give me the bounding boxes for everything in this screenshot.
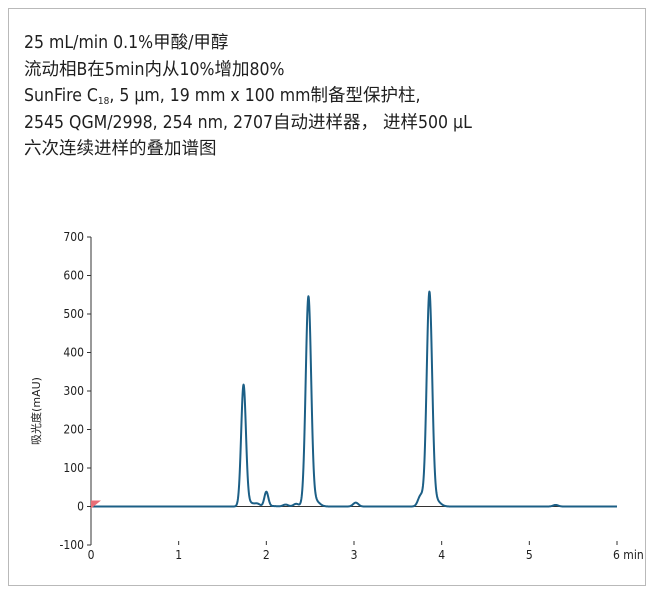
injection-marker-icon: [91, 500, 101, 509]
column-spec: , 5 µm, 19 mm x 100 mm制备型保护柱,: [109, 86, 421, 106]
y-tick-label: -100: [60, 538, 85, 552]
y-tick-label: 600: [63, 269, 84, 283]
x-tick-label: 3: [351, 548, 358, 562]
caption-line-3: SunFire C18, 5 µm, 19 mm x 100 mm制备型保护柱,: [24, 83, 472, 110]
y-tick-label: 100: [63, 461, 84, 475]
y-axis-label: 吸光度(mAU): [29, 377, 43, 445]
x-tick-label: 6 min: [613, 548, 644, 562]
caption-line-5: 六次连续进样的叠加谱图: [24, 139, 217, 159]
y-tick-label: 700: [63, 230, 84, 244]
x-tick-label: 0: [88, 548, 95, 562]
y-tick-label: 200: [63, 423, 84, 437]
chart-axes: [90, 237, 617, 545]
y-tick-label: 400: [63, 346, 84, 360]
figure-caption: 25 mL/min 0.1%甲酸/甲醇 流动相B在5min内从10%增加80% …: [24, 30, 472, 163]
x-tick-label: 2: [263, 548, 270, 562]
chromatogram-line: [90, 290, 618, 508]
column-subscript: 18: [97, 96, 110, 107]
caption-line-1: 25 mL/min 0.1%甲酸/甲醇: [24, 33, 229, 53]
column-name: SunFire C: [24, 86, 98, 106]
x-tick-label: 1: [175, 548, 182, 562]
caption-line-4: 2545 QGM/2998, 254 nm, 2707自动进样器， 进样500 …: [24, 112, 472, 133]
figure-frame: [8, 8, 646, 586]
y-tick-label: 500: [63, 307, 84, 321]
y-tick-label: 300: [63, 384, 84, 398]
x-tick-label: 4: [438, 548, 445, 562]
y-tick-label: 0: [77, 500, 84, 514]
chart-trace: [90, 290, 618, 509]
caption-line-2: 流动相B在5min内从10%增加80%: [24, 59, 285, 80]
x-tick-label: 5: [526, 548, 533, 562]
